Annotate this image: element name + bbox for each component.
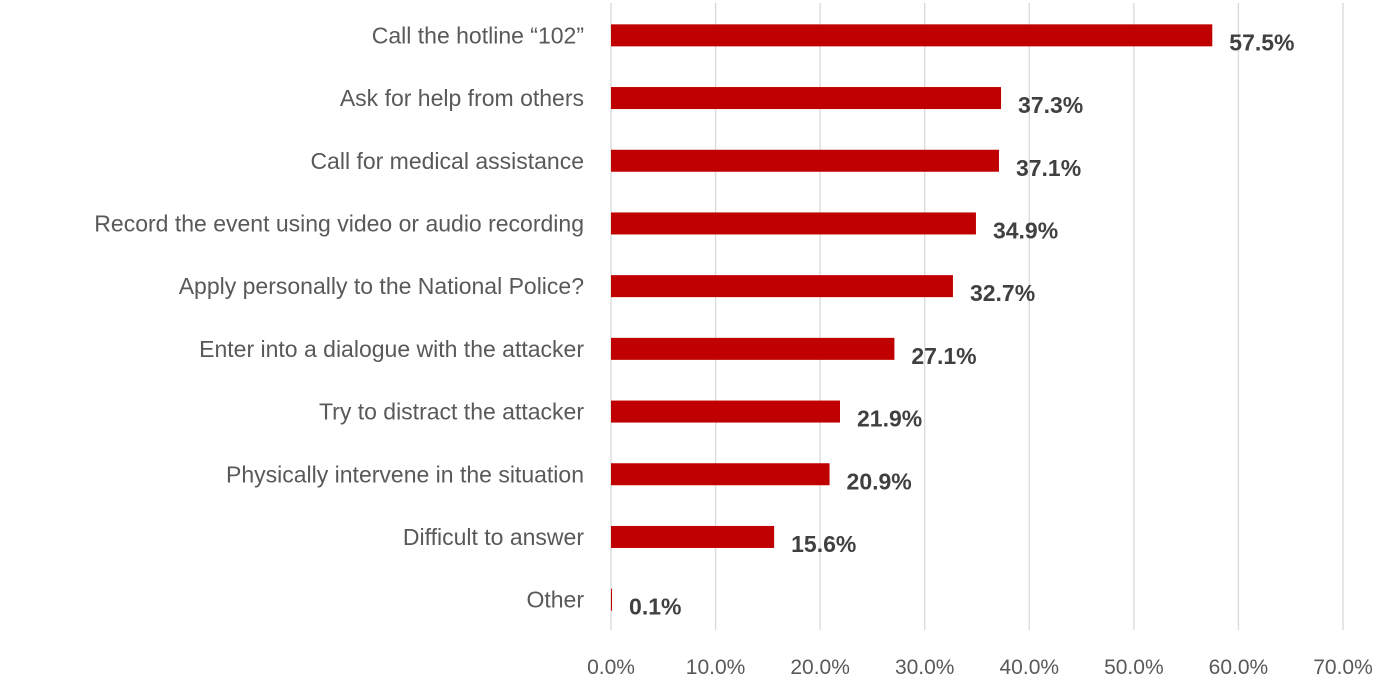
bar-7 <box>611 463 830 486</box>
category-label-1: Ask for help from others <box>340 85 584 111</box>
bar-4 <box>611 275 953 298</box>
data-label-1: 37.3% <box>1018 92 1083 118</box>
bar-6 <box>611 400 841 423</box>
category-label-0: Call the hotline “102” <box>372 22 584 48</box>
category-labels: Call the hotline “102” Ask for help from … <box>94 22 584 612</box>
category-label-4: Apply personally to the National Police? <box>179 273 584 299</box>
bar-1 <box>611 87 1002 110</box>
data-label-7: 20.9% <box>847 468 912 494</box>
x-tick-label-1: 10.0% <box>686 656 746 679</box>
data-labels: 57.5% 37.3% 37.1% 34.9% 32.7% 27.1% 21.9% 20.9%… <box>629 29 1294 619</box>
bar-9 <box>611 588 613 611</box>
x-tick-label-0: 0.0% <box>587 656 635 679</box>
bars <box>611 24 1213 611</box>
category-label-7: Physically intervene in the situation <box>226 461 584 487</box>
bar-5 <box>611 337 895 360</box>
data-label-6: 21.9% <box>857 406 922 432</box>
x-tick-label-3: 30.0% <box>895 656 955 679</box>
data-label-4: 32.7% <box>970 280 1035 306</box>
data-label-9: 0.1% <box>629 594 681 620</box>
category-label-6: Try to distract the attacker <box>319 399 584 425</box>
category-label-9: Other <box>526 587 584 613</box>
bar-2 <box>611 149 999 172</box>
x-tick-label-6: 60.0% <box>1209 656 1269 679</box>
data-label-5: 27.1% <box>911 343 976 369</box>
bar-3 <box>611 212 976 235</box>
data-label-3: 34.9% <box>993 217 1058 243</box>
category-label-5: Enter into a dialogue with the attacker <box>199 336 584 362</box>
bar-8 <box>611 525 775 548</box>
x-tick-label-7: 70.0% <box>1313 656 1373 679</box>
category-label-2: Call for medical assistance <box>310 148 584 174</box>
x-tick-label-2: 20.0% <box>790 656 850 679</box>
data-label-2: 37.1% <box>1016 155 1081 181</box>
category-label-8: Difficult to answer <box>403 524 584 550</box>
bar-0 <box>611 24 1213 47</box>
data-label-8: 15.6% <box>791 531 856 557</box>
x-axis-tick-labels: 0.0% 10.0% 20.0% 30.0% 40.0% 50.0% 60.0% 70.0% <box>587 656 1373 679</box>
data-label-0: 57.5% <box>1229 29 1294 55</box>
category-label-3: Record the event using video or audio re… <box>94 210 584 236</box>
x-tick-label-4: 40.0% <box>1000 656 1060 679</box>
x-tick-label-5: 50.0% <box>1104 656 1164 679</box>
